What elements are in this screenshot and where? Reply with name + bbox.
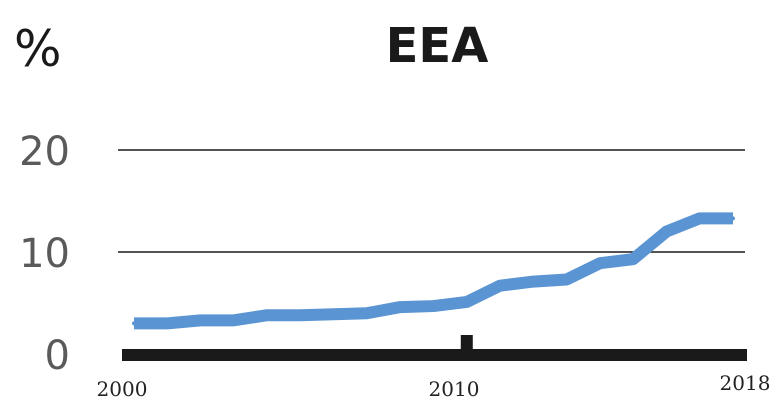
x-axis [122, 335, 747, 361]
data-point [231, 318, 236, 323]
data-point [464, 299, 469, 304]
x-tick-label: 2000 [97, 377, 148, 401]
data-point [597, 261, 602, 266]
data-point [498, 283, 503, 288]
data-point [564, 277, 569, 282]
data-point [631, 257, 636, 262]
y-unit-label: % [14, 20, 62, 78]
data-point [431, 304, 436, 309]
y-tick-label: 10 [19, 231, 70, 277]
x-axis-tick-mark [460, 335, 473, 351]
y-tick-label: 20 [19, 129, 70, 175]
data-point [298, 313, 303, 318]
data-point [165, 321, 170, 326]
y-tick-label: 0 [45, 333, 70, 379]
series-group [132, 212, 735, 330]
data-point [364, 311, 369, 316]
data-point [331, 312, 336, 317]
x-tick-labels: 2000 2010 2018 [97, 371, 771, 401]
data-point [198, 318, 203, 323]
x-tick-label: 2018 [720, 371, 771, 395]
data-point [265, 313, 270, 318]
chart-title: EEA [386, 18, 489, 74]
x-axis-baseline [122, 349, 747, 361]
y-tick-labels: 0 10 20 [19, 129, 70, 379]
data-point [132, 321, 136, 326]
data-point [697, 216, 702, 221]
data-point [731, 216, 735, 221]
data-point [531, 279, 536, 284]
x-tick-label: 2010 [429, 377, 480, 401]
data-point [664, 229, 669, 234]
data-point [398, 305, 403, 310]
